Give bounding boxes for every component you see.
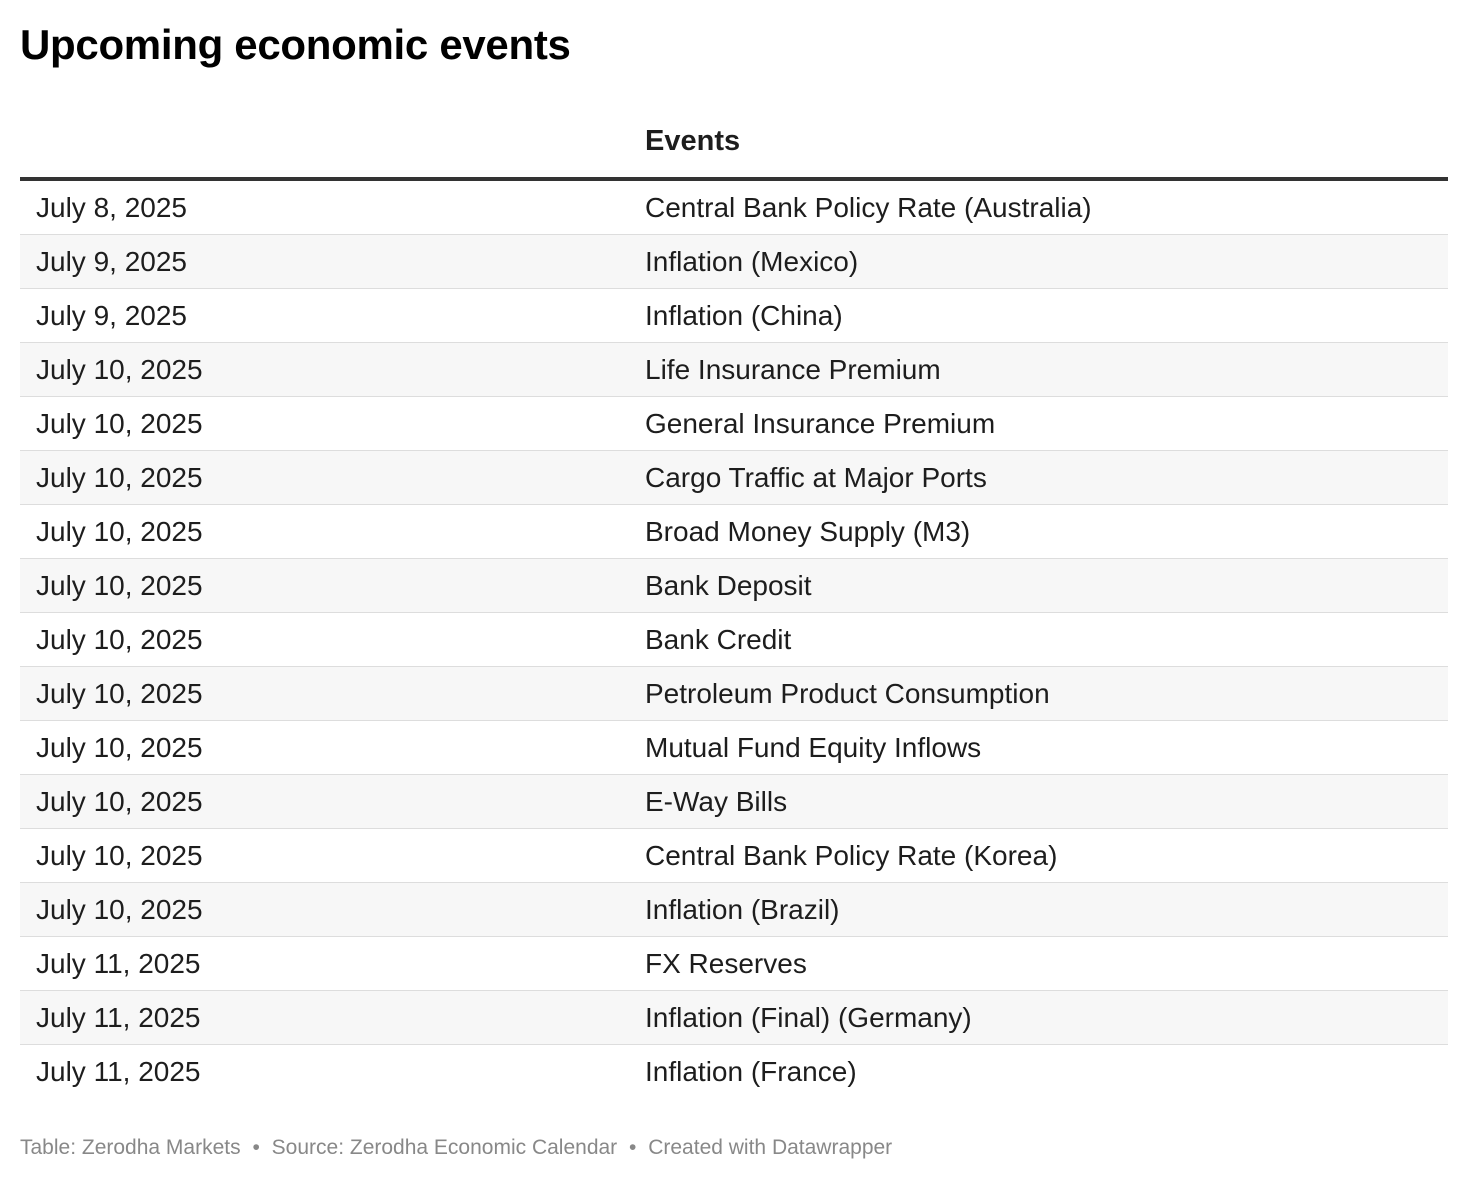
event-cell: FX Reserves xyxy=(645,936,1448,991)
date-cell: July 11, 2025 xyxy=(20,936,645,991)
date-cell: July 10, 2025 xyxy=(20,720,645,775)
event-cell: Cargo Traffic at Major Ports xyxy=(645,450,1448,505)
table-row: July 10, 2025 Central Bank Policy Rate (K… xyxy=(20,828,1448,883)
date-cell: July 10, 2025 xyxy=(20,450,645,505)
table-header: Events xyxy=(20,106,1448,181)
date-cell: July 8, 2025 xyxy=(20,179,645,235)
event-cell: Inflation (Brazil) xyxy=(645,882,1448,937)
event-cell: General Insurance Premium xyxy=(645,396,1448,451)
table-title: Upcoming economic events xyxy=(20,21,571,68)
date-cell: July 10, 2025 xyxy=(20,882,645,937)
table-row: July 11, 2025 Inflation (Final) (Germany) xyxy=(20,990,1448,1045)
table-row: July 10, 2025 Mutual Fund Equity Inflows xyxy=(20,720,1448,775)
events-table: Events July 8, 2025 Central Bank Policy R… xyxy=(20,106,1448,1098)
event-cell: Inflation (Final) (Germany) xyxy=(645,990,1448,1045)
footer-separator: • xyxy=(629,1136,637,1159)
column-header-events: Events xyxy=(645,106,1448,181)
table-row: July 10, 2025 General Insurance Premium xyxy=(20,396,1448,451)
event-cell: Petroleum Product Consumption xyxy=(645,666,1448,721)
table-row: July 10, 2025 Bank Credit xyxy=(20,612,1448,667)
event-cell: Inflation (Mexico) xyxy=(645,234,1448,289)
date-cell: July 10, 2025 xyxy=(20,666,645,721)
event-cell: Life Insurance Premium xyxy=(645,342,1448,397)
date-cell: July 11, 2025 xyxy=(20,990,645,1045)
events-table-container: Events July 8, 2025 Central Bank Policy R… xyxy=(20,106,1448,1098)
table-row: July 10, 2025 Petroleum Product Consumpti… xyxy=(20,666,1448,721)
date-cell: July 9, 2025 xyxy=(20,288,645,343)
event-cell: Central Bank Policy Rate (Korea) xyxy=(645,828,1448,883)
date-cell: July 11, 2025 xyxy=(36,1055,201,1087)
event-cell: Mutual Fund Equity Inflows xyxy=(645,720,1448,775)
table-row: July 11, 2025 Inflation (France) xyxy=(20,1045,1448,1099)
table-row: July 10, 2025 Cargo Traffic at Major Port… xyxy=(20,450,1448,505)
date-cell: July 10, 2025 xyxy=(20,396,645,451)
event-cell: Broad Money Supply (M3) xyxy=(645,504,1448,559)
table-row: July 9, 2025 Inflation (China) xyxy=(20,288,1448,343)
date-cell: July 10, 2025 xyxy=(20,342,645,397)
table-row: July 10, 2025 E-Way Bills xyxy=(20,774,1448,829)
date-cell: July 10, 2025 xyxy=(20,612,645,667)
event-cell: Inflation (China) xyxy=(645,288,1448,343)
date-cell: July 10, 2025 xyxy=(20,504,645,559)
column-header-date xyxy=(20,106,645,181)
table-row: July 10, 2025 Broad Money Supply (M3) xyxy=(20,504,1448,559)
event-cell: E-Way Bills xyxy=(645,774,1448,829)
source-credit: Source: Zerodha Economic Calendar xyxy=(271,1136,618,1159)
table-row: July 10, 2025 Bank Deposit xyxy=(20,558,1448,613)
table-row: July 11, 2025 FX Reserves xyxy=(20,936,1448,991)
date-cell: July 9, 2025 xyxy=(20,234,645,289)
table-row: July 9, 2025 Inflation (Mexico) xyxy=(20,234,1448,289)
datawrapper-credit: Created with Datawrapper xyxy=(648,1136,893,1159)
date-cell: July 10, 2025 xyxy=(20,558,645,613)
footer-credits: Table: Zerodha Markets • Source: Zerodha… xyxy=(20,1136,892,1160)
header-row: Events xyxy=(20,106,1448,181)
date-cell: July 10, 2025 xyxy=(20,774,645,829)
table-row: July 10, 2025 Life Insurance Premium xyxy=(20,342,1448,397)
event-cell: Bank Deposit xyxy=(645,558,1448,613)
table-credit: Table: Zerodha Markets xyxy=(20,1136,241,1159)
table-body: July 8, 2025 Central Bank Policy Rate (Au… xyxy=(20,179,1448,1098)
table-row: July 10, 2025 Inflation (Brazil) xyxy=(20,882,1448,937)
event-cell: Inflation (France) xyxy=(645,1055,857,1087)
event-cell: Central Bank Policy Rate (Australia) xyxy=(645,179,1448,235)
footer-separator: • xyxy=(252,1136,260,1159)
event-cell: Bank Credit xyxy=(645,612,1448,667)
date-cell: July 10, 2025 xyxy=(20,828,645,883)
table-row: July 8, 2025 Central Bank Policy Rate (Au… xyxy=(20,179,1448,235)
